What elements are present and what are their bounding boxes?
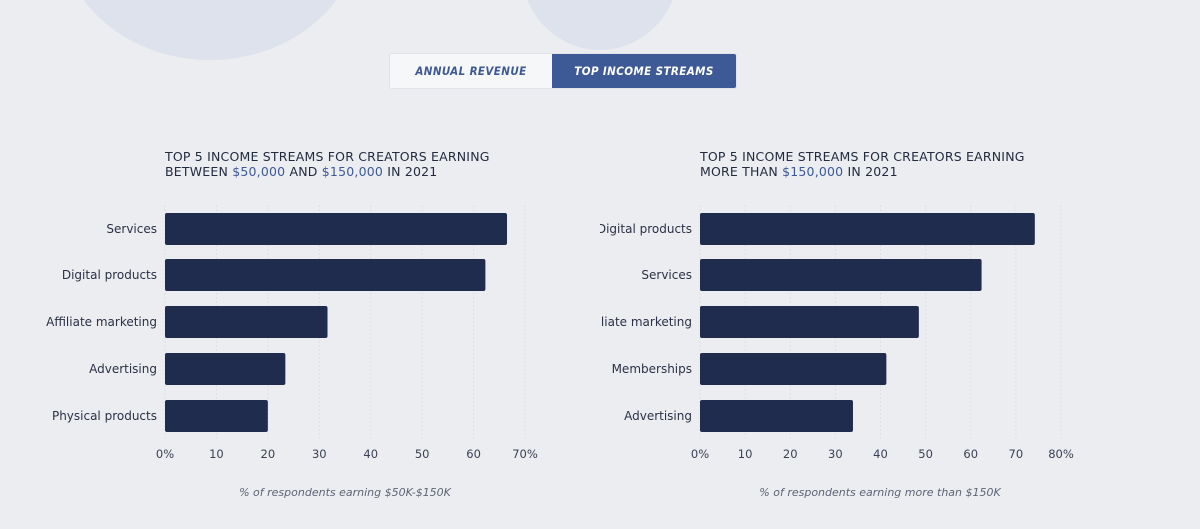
bar <box>700 213 1035 245</box>
x-tick-label: 50 <box>415 447 430 461</box>
category-label: Digital products <box>600 222 692 236</box>
category-label: Affiliate marketing <box>46 315 157 329</box>
x-tick-label: 10 <box>738 447 753 461</box>
category-label: Affiliate marketing <box>600 315 692 329</box>
x-tick-label: 40 <box>873 447 888 461</box>
bar <box>165 353 286 385</box>
chart-title: TOP 5 INCOME STREAMS FOR CREATORS EARNIN… <box>165 149 490 179</box>
bar <box>165 213 507 245</box>
bar <box>165 306 328 338</box>
x-tick-label: 30 <box>312 447 327 461</box>
x-tick-label: 30 <box>828 447 843 461</box>
category-label: Services <box>106 222 157 236</box>
tab-top-income-streams[interactable]: TOP INCOME STREAMS <box>552 54 736 88</box>
x-tick-label: 60 <box>963 447 978 461</box>
category-label: Advertising <box>89 362 157 376</box>
bar <box>165 259 486 291</box>
bar <box>700 306 919 338</box>
x-tick-label: 20 <box>783 447 798 461</box>
bar <box>165 400 268 432</box>
x-tick-label: 50 <box>918 447 933 461</box>
bar <box>700 353 887 385</box>
x-axis-label: % of respondents earning more than $150K <box>759 486 1001 499</box>
category-label: Digital products <box>62 268 157 282</box>
category-label: Physical products <box>52 409 157 423</box>
x-tick-label: 0% <box>156 447 174 461</box>
category-label: Advertising <box>624 409 692 423</box>
x-tick-label: 40 <box>363 447 378 461</box>
category-label: Services <box>641 268 692 282</box>
chart-title: TOP 5 INCOME STREAMS FOR CREATORS EARNIN… <box>700 149 1025 179</box>
tab-annual-revenue[interactable]: ANNUAL REVENUE <box>390 54 552 88</box>
x-tick-label: 80% <box>1048 447 1074 461</box>
x-tick-label: 70% <box>512 447 538 461</box>
x-axis-label: % of respondents earning $50K-$150K <box>239 486 451 499</box>
x-tick-label: 20 <box>261 447 276 461</box>
x-tick-label: 60 <box>466 447 481 461</box>
bar-chart-over-150k: 0% 10 20 30 40 50 60 70 80% Digital products Servi… <box>600 205 1074 461</box>
bar <box>700 259 982 291</box>
chart-tabs: ANNUAL REVENUE TOP INCOME STREAMS <box>389 53 737 89</box>
bar <box>700 400 853 432</box>
category-label: Memberships <box>612 362 692 376</box>
x-tick-label: 70 <box>1009 447 1024 461</box>
bar-chart-50k-150k: 0% 10 20 30 40 50 60 70% Services Digital product… <box>46 205 538 461</box>
x-tick-label: 10 <box>209 447 224 461</box>
x-tick-label: 0% <box>691 447 709 461</box>
